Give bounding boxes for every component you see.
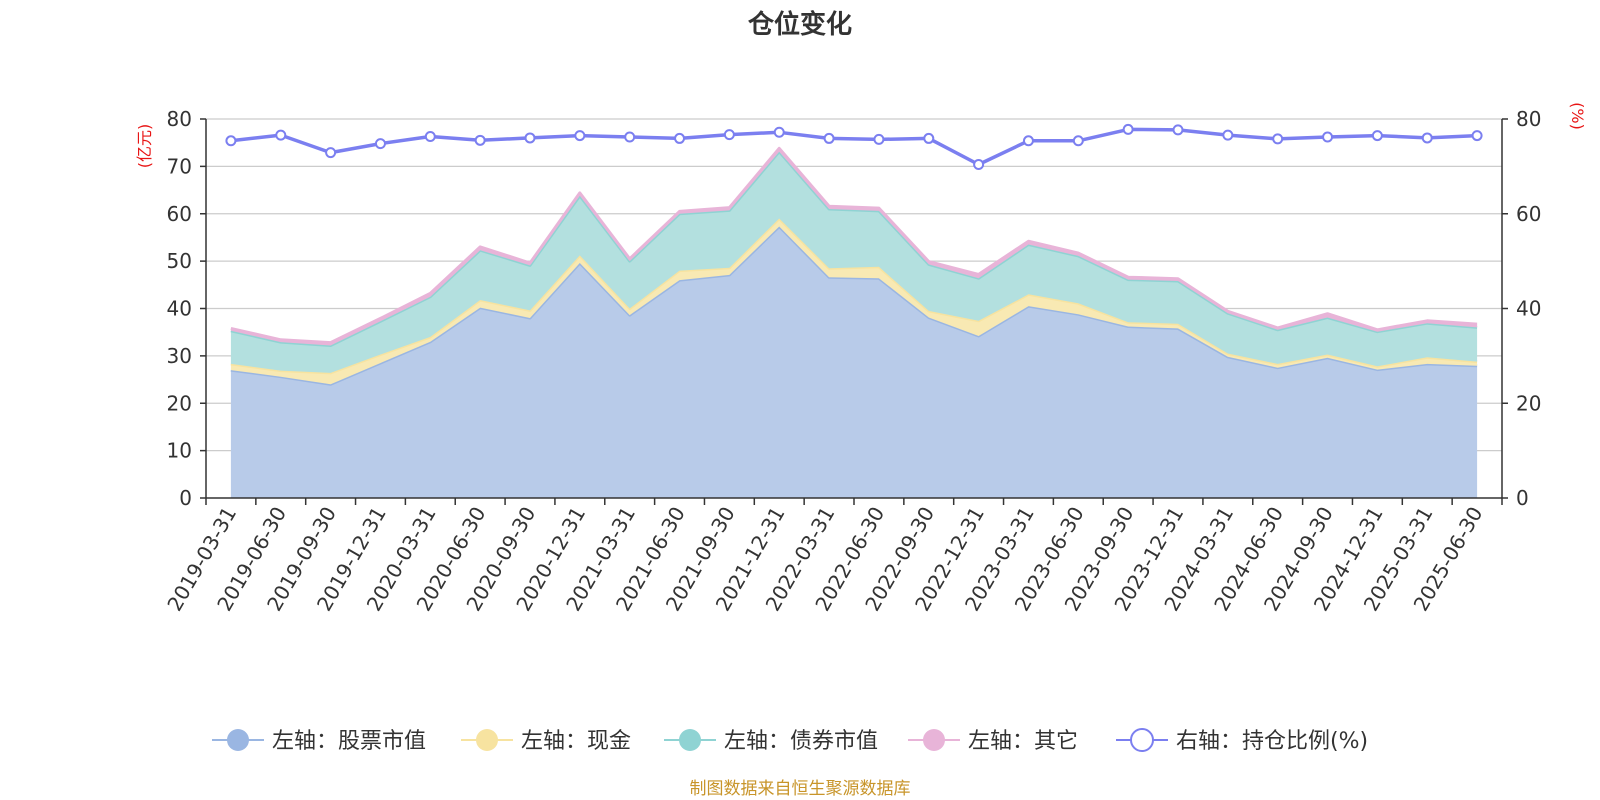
ratio-point [1022, 135, 1034, 147]
legend-circle-icon [679, 729, 701, 751]
ratio-point [1222, 129, 1234, 141]
legend-circle-icon [227, 729, 249, 751]
ratio-point [973, 158, 985, 170]
right-tick-label: 60 [1516, 202, 1541, 226]
ratio-line [225, 123, 1483, 170]
left-tick-label: 80 [167, 107, 192, 131]
ratio-point [1471, 130, 1483, 142]
legend: 左轴：股票市值 左轴：现金 左轴：债券市值 左轴：其它 右轴：持仓比例(%) [212, 728, 1368, 754]
right-axis-unit: (%) [1568, 102, 1587, 130]
legend-hollow-circle-icon [1130, 728, 1154, 752]
right-tick-label: 40 [1516, 297, 1541, 321]
legend-circle-icon [476, 729, 498, 751]
ratio-point [1322, 131, 1334, 143]
ratio-point [1371, 130, 1383, 142]
ratio-point [823, 132, 835, 144]
left-tick-label: 10 [167, 439, 192, 463]
ratio-point [424, 131, 436, 143]
ratio-point [624, 131, 636, 143]
ratio-point [674, 132, 686, 144]
right-tick-label: 20 [1516, 391, 1541, 415]
ratio-line-path [230, 127, 1478, 167]
left-axis-unit: (亿元) [135, 124, 154, 169]
stacked-areas [230, 146, 1478, 498]
legend-label: 右轴：持仓比例(%) [1176, 729, 1368, 754]
area-series-1 [230, 226, 1478, 498]
right-tick-label: 80 [1516, 107, 1541, 131]
ratio-point [923, 132, 935, 144]
ratio-point [524, 132, 536, 144]
legend-label: 左轴：债券市值 [724, 729, 878, 754]
left-tick-label: 50 [167, 249, 192, 273]
legend-label: 左轴：其它 [968, 729, 1078, 754]
area-edge-series-4 [230, 146, 1478, 345]
ratio-point [723, 129, 735, 141]
ratio-point [1272, 133, 1284, 145]
right-tick-label: 0 [1516, 486, 1529, 510]
left-tick-label: 20 [167, 391, 192, 415]
legend-label: 左轴：股票市值 [272, 729, 426, 754]
ratio-point [374, 138, 386, 150]
source-note: 制图数据来自恒生聚源数据库 [690, 779, 911, 799]
ratio-point [1072, 135, 1084, 147]
area-series-3 [230, 151, 1478, 373]
chart-title: 仓位变化 [747, 9, 852, 40]
legend-label: 左轴：现金 [521, 729, 631, 754]
left-tick-label: 30 [167, 344, 192, 368]
ratio-point [873, 133, 885, 145]
ratio-point [574, 130, 586, 142]
ratio-point [773, 126, 785, 138]
legend-circle-icon [923, 729, 945, 751]
ratio-point [1421, 132, 1433, 144]
ratio-point [275, 129, 287, 141]
ratio-point [1122, 123, 1134, 135]
left-tick-label: 40 [167, 297, 192, 321]
ratio-point [325, 147, 337, 159]
left-tick-label: 60 [167, 202, 192, 226]
left-tick-label: 70 [167, 154, 192, 178]
left-tick-label: 0 [179, 486, 192, 510]
ratio-point [474, 134, 486, 146]
ratio-point [1172, 124, 1184, 136]
ratio-point [225, 135, 237, 147]
